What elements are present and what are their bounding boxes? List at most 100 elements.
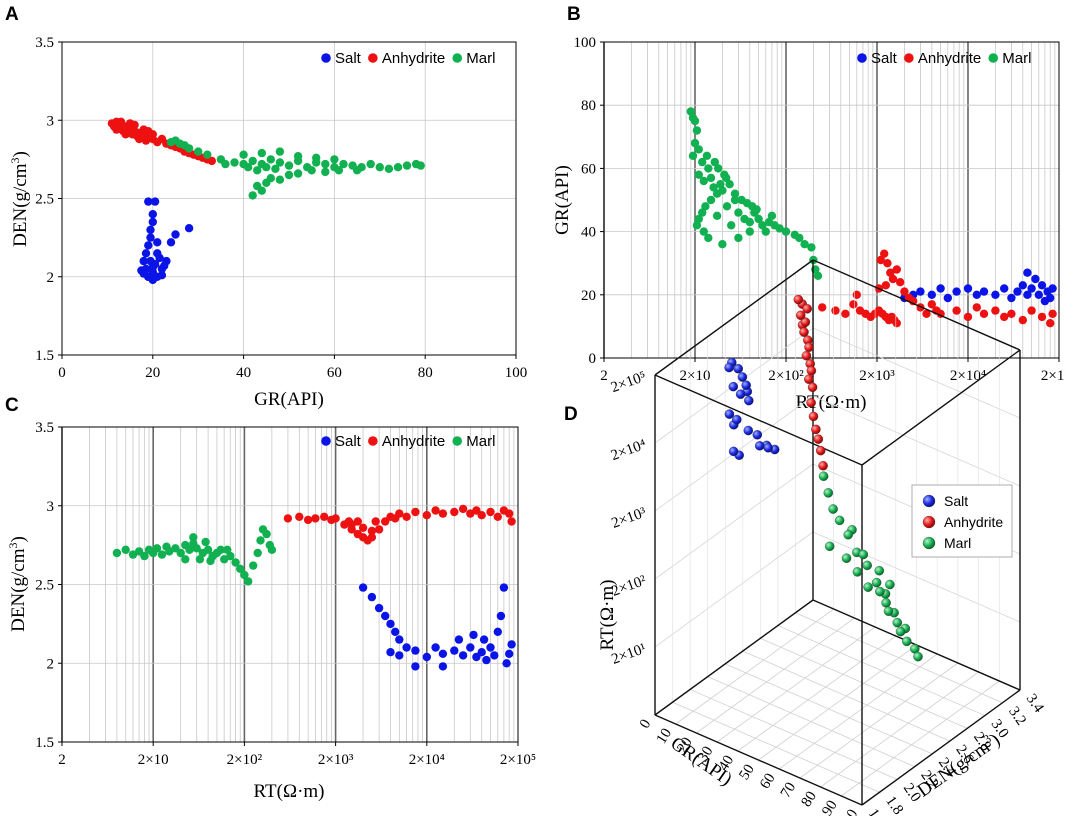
legend-label-salt: Salt	[335, 433, 362, 450]
point-salt	[162, 256, 171, 266]
point-anhydrite	[1000, 312, 1009, 322]
point-marl	[330, 155, 339, 164]
point-marl	[704, 233, 713, 243]
legend-marker-anhydrite	[368, 53, 378, 63]
point-marl	[767, 211, 777, 220]
panel-label-a: A	[5, 4, 19, 25]
floor-grid-line	[795, 612, 1003, 704]
point3d-marl	[852, 567, 863, 577]
point-anhydrite	[358, 523, 368, 532]
point-anhydrite	[371, 517, 380, 526]
point-salt	[148, 217, 157, 227]
x-tick-label: 10	[654, 726, 676, 747]
point-salt	[139, 256, 148, 266]
point-marl	[694, 214, 703, 224]
point-salt	[482, 655, 491, 665]
point-salt	[502, 659, 511, 668]
y-tick-label: 3	[47, 113, 55, 129]
x-tick-label: 2×10⁵	[1041, 368, 1065, 384]
point-anhydrite	[852, 290, 861, 299]
legend-marker-marl	[988, 53, 999, 63]
point3d-salt	[754, 441, 765, 451]
point-salt	[137, 266, 146, 275]
point-marl	[203, 150, 212, 159]
x-tick-label: 2×10³	[318, 752, 354, 768]
point-marl	[230, 158, 239, 167]
point-salt	[358, 583, 368, 592]
point-marl	[221, 159, 230, 169]
x-tick-label: 70	[778, 780, 800, 801]
box-edge	[861, 689, 1021, 806]
point-marl	[275, 158, 285, 167]
point-salt	[469, 630, 478, 640]
point3d-anhydrite	[804, 342, 814, 352]
panel-d: D 0102030405060708090100 1.61.82.02.22.4…	[564, 259, 1047, 816]
floor-grid-line	[716, 626, 876, 743]
point-marl	[754, 214, 763, 224]
point-anhydrite	[972, 303, 981, 312]
point-marl	[206, 556, 215, 566]
point-salt	[146, 225, 155, 234]
point-marl	[275, 175, 285, 184]
point3d-marl	[858, 549, 869, 560]
y-tick-label: 80	[581, 98, 596, 114]
point-anhydrite	[148, 130, 157, 139]
point-marl	[185, 545, 194, 554]
floor-grid-line	[799, 662, 959, 779]
y-tick-label: 3.4	[1023, 691, 1047, 716]
point-anhydrite	[121, 130, 130, 139]
point-anhydrite	[135, 134, 144, 144]
x-tick-label: 2×10	[680, 368, 711, 384]
point-marl	[745, 217, 754, 227]
point3d-salt	[735, 389, 746, 399]
point-marl	[275, 147, 285, 156]
point-anhydrite	[458, 504, 468, 514]
point-marl	[266, 174, 275, 183]
point-anhydrite	[311, 514, 320, 523]
point-anhydrite	[367, 533, 377, 542]
floor-grid-line	[820, 671, 979, 788]
point-anhydrite	[881, 281, 890, 290]
panel-label-c: C	[5, 395, 19, 416]
y-tick-label: 0	[589, 351, 597, 367]
point-salt	[1000, 284, 1009, 293]
point3d-marl	[841, 553, 852, 563]
point-salt	[391, 627, 400, 636]
point-salt	[386, 619, 395, 629]
point-salt	[422, 652, 431, 662]
point-anhydrite	[402, 512, 411, 521]
point-marl	[692, 126, 702, 135]
point-salt	[395, 651, 404, 660]
point-salt	[166, 238, 176, 247]
point-salt	[1048, 284, 1057, 293]
point-marl	[727, 221, 736, 230]
point-anhydrite	[841, 309, 850, 318]
point-salt	[153, 238, 162, 247]
point-salt	[386, 648, 395, 657]
point-marl	[795, 233, 804, 243]
point3d-marl	[828, 504, 838, 514]
point-anhydrite	[431, 506, 440, 515]
point-marl	[710, 157, 719, 167]
floor-grid-line	[696, 617, 855, 734]
legend-label-salt: Salt	[944, 493, 968, 509]
point-salt	[1037, 281, 1047, 290]
point3d-anhydrite	[793, 294, 804, 305]
floor-grid-line	[841, 680, 1000, 797]
point3d-marl	[895, 626, 906, 637]
point-marl	[157, 550, 167, 559]
y-tick-label: 1.5	[35, 735, 54, 751]
box-edge	[812, 259, 1021, 351]
point-marl	[699, 227, 708, 236]
point-salt	[458, 651, 468, 660]
point-marl	[761, 227, 770, 236]
point-marl	[194, 147, 203, 156]
x-tick-label: 20	[674, 735, 696, 756]
point-salt	[450, 646, 459, 655]
y-axis-label-a: DEN(g/cm3)	[8, 151, 31, 247]
box-edge	[654, 714, 863, 806]
point-salt	[952, 287, 961, 296]
point-salt	[367, 592, 377, 602]
point-salt	[466, 643, 475, 652]
point3d-salt	[732, 414, 742, 425]
